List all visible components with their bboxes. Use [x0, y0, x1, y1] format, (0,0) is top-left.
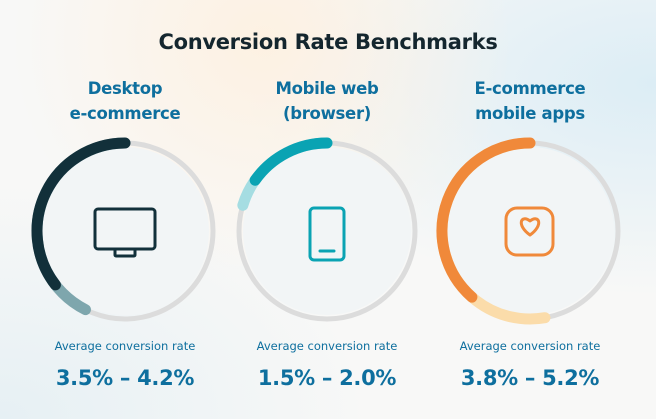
gauge-1: [236, 137, 418, 322]
gauge-0: [31, 137, 216, 322]
page-title: Conversion Rate Benchmarks: [158, 30, 498, 54]
desktop-monitor-icon: [93, 207, 157, 258]
smartphone-icon: [308, 206, 346, 262]
rate-range-value: 3.8% – 5.2%: [460, 366, 600, 390]
rate-range-value: 1.5% – 2.0%: [257, 366, 397, 390]
gauge-header-mobile-apps: E-commerce mobile apps: [430, 76, 630, 126]
gauge-low-arc: [436, 137, 536, 303]
app-frame: [504, 206, 555, 257]
category-title-line: Mobile web: [275, 79, 379, 98]
gauge-header-mobile-web: Mobile web (browser): [227, 76, 427, 126]
category-title-line: (browser): [282, 104, 372, 123]
gauge-2: [436, 137, 621, 325]
gauge-low-arc: [31, 137, 131, 291]
phone-body: [308, 206, 346, 262]
average-label: Average conversion rate: [256, 339, 398, 353]
gauge-inner-fill: [41, 147, 209, 315]
category-title-line: E-commerce: [474, 79, 586, 98]
heart-shape: [519, 217, 541, 237]
category-title-line: mobile apps: [475, 104, 585, 123]
gauge-inner-fill: [243, 147, 411, 315]
rate-range-value: 3.5% – 4.2%: [55, 366, 195, 390]
gauge-inner-fill: [446, 147, 614, 315]
heart-app-icon: [504, 206, 555, 257]
category-title-line: e-commerce: [69, 104, 181, 123]
category-title-line: Desktop: [87, 79, 163, 98]
gauge-low-arc: [249, 137, 333, 186]
average-label: Average conversion rate: [54, 339, 196, 353]
average-label: Average conversion rate: [459, 339, 601, 353]
monitor-stand: [113, 247, 137, 258]
gauge-header-desktop: Desktop e-commerce: [25, 76, 225, 126]
